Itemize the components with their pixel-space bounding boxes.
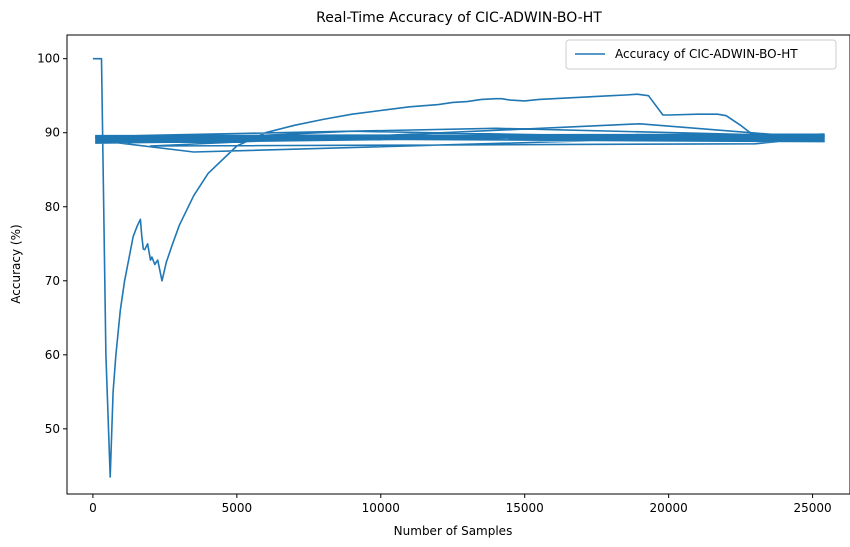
x-axis-label: Number of Samples xyxy=(394,524,513,538)
y-axis-label: Accuracy (%) xyxy=(9,224,23,303)
chart-title: Real-Time Accuracy of CIC-ADWIN-BO-HT xyxy=(316,10,602,26)
plot-area xyxy=(92,57,825,478)
series-line-0 xyxy=(92,57,825,478)
x-tick-label: 25000 xyxy=(793,501,831,515)
y-tick-label: 80 xyxy=(45,200,60,214)
y-axis: 50 60 70 80 90 100 xyxy=(37,52,67,436)
x-tick-label: 15000 xyxy=(506,501,544,515)
x-tick-label: 10000 xyxy=(362,501,400,515)
y-tick-label: 100 xyxy=(37,52,60,66)
legend-label: Accuracy of CIC-ADWIN-BO-HT xyxy=(615,47,798,61)
legend-box xyxy=(565,39,837,70)
x-axis: 0 5000 10000 15000 20000 25000 xyxy=(89,494,832,515)
y-tick-label: 60 xyxy=(45,348,60,362)
legend: Accuracy of CIC-ADWIN-BO-HT xyxy=(565,39,837,70)
x-tick-label: 0 xyxy=(89,501,97,515)
x-tick-label: 20000 xyxy=(650,501,688,515)
x-tick-label: 5000 xyxy=(222,501,253,515)
y-tick-label: 70 xyxy=(45,274,60,288)
y-tick-label: 50 xyxy=(45,422,60,436)
y-tick-label: 90 xyxy=(45,126,60,140)
axes-frame xyxy=(66,34,850,495)
